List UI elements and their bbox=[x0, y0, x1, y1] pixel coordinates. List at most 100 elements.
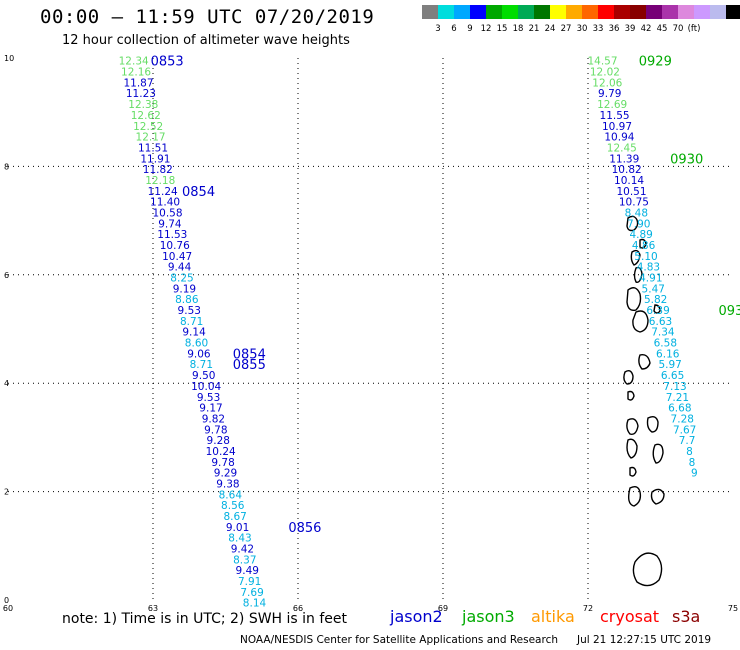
colorbar-label: 27 bbox=[561, 24, 572, 34]
wave-height-value: 11.23 bbox=[126, 88, 156, 100]
wave-height-value: 9.29 bbox=[214, 468, 237, 480]
wave-height-value: 12.45 bbox=[607, 142, 637, 154]
wave-height-value: 12.38 bbox=[128, 99, 158, 111]
wave-height-value: 9.53 bbox=[197, 392, 220, 404]
wave-height-value: 10.75 bbox=[619, 197, 649, 209]
island-outline bbox=[650, 488, 665, 505]
credit-timestamp: Jul 21 12:27:15 UTC 2019 bbox=[577, 634, 712, 646]
wave-height-value: 10.58 bbox=[152, 207, 182, 219]
colorbar-swatch bbox=[582, 5, 598, 19]
colorbar-label: 42 bbox=[641, 24, 652, 34]
wave-height-value: 10.94 bbox=[604, 132, 634, 144]
wave-height-value: 10.14 bbox=[614, 175, 644, 187]
colorbar-swatch bbox=[422, 5, 438, 19]
wave-height-value: 10.76 bbox=[160, 240, 190, 252]
island-outline bbox=[626, 215, 639, 232]
wave-height-value: 8.64 bbox=[219, 489, 243, 501]
island-outline bbox=[652, 443, 664, 464]
island-outline bbox=[630, 249, 641, 266]
island-outline bbox=[626, 438, 638, 459]
wave-height-value: 6.68 bbox=[668, 403, 691, 415]
wave-height-value: 11.51 bbox=[138, 142, 168, 154]
x-tick-label: 60 bbox=[3, 604, 13, 613]
colorbar-label: 33 bbox=[593, 24, 604, 34]
wave-height-value: 9.50 bbox=[192, 370, 215, 382]
wave-height-value: 11.40 bbox=[150, 197, 180, 209]
colorbar-swatch bbox=[662, 5, 678, 19]
y-tick-label: 6 bbox=[4, 271, 9, 280]
colorbar-label: 12 bbox=[481, 24, 492, 34]
island-outline bbox=[646, 415, 659, 433]
wave-height-value: 9.79 bbox=[598, 88, 621, 100]
wave-height-value: 9 bbox=[691, 468, 698, 480]
wave-height-value: 7.69 bbox=[240, 587, 263, 599]
island-outline bbox=[627, 485, 642, 507]
wave-height-value: 9.74 bbox=[158, 218, 182, 230]
wave-height-value: 8 bbox=[686, 446, 693, 458]
colorbar-swatch bbox=[726, 5, 740, 19]
wave-height-colorbar: 3 6 9 12 15 18 21 24 27 30 33 36 39 42 45 70 (ft) bbox=[422, 5, 740, 34]
island-outline bbox=[632, 552, 663, 587]
colorbar-label: 70 bbox=[673, 24, 684, 34]
page-title: 00:00 – 11:59 UTC 07/20/2019 bbox=[40, 6, 375, 28]
wave-height-value: 12.62 bbox=[131, 110, 161, 122]
wave-height-value: 9.78 bbox=[204, 424, 227, 436]
wave-height-value: 8.37 bbox=[233, 554, 256, 566]
wave-height-value: 8.14 bbox=[243, 598, 267, 610]
island-outline bbox=[632, 310, 649, 333]
wave-height-value: 5.82 bbox=[644, 294, 667, 306]
wave-height-value: 8.60 bbox=[185, 338, 208, 350]
colorbar-label: 21 bbox=[529, 24, 540, 34]
wave-height-value: 5.97 bbox=[658, 359, 681, 371]
colorbar-swatch bbox=[470, 5, 486, 19]
wave-height-value: 9.19 bbox=[173, 283, 196, 295]
wave-height-value: 14.57 bbox=[587, 56, 617, 68]
island-outline bbox=[627, 390, 635, 401]
wave-height-value: 9.38 bbox=[216, 478, 239, 490]
wave-height-value: 7.28 bbox=[671, 413, 694, 425]
colorbar-swatch bbox=[566, 5, 582, 19]
notes-text: note: 1) Time is in UTC; 2) SWH is in fe… bbox=[62, 611, 348, 627]
wave-height-value: 4.91 bbox=[639, 273, 662, 285]
wave-height-value: 10.51 bbox=[616, 186, 646, 198]
wave-height-value: 6.63 bbox=[649, 316, 672, 328]
wave-height-value: 12.34 bbox=[119, 56, 149, 68]
x-tick-label: 72 bbox=[583, 604, 593, 613]
pass-time-label: 0856 bbox=[288, 521, 321, 536]
wave-height-value: 11.82 bbox=[143, 164, 173, 176]
island-outline bbox=[653, 304, 661, 314]
wave-height-value: 9.42 bbox=[231, 544, 254, 556]
wave-height-value: 8 bbox=[689, 457, 696, 469]
wave-height-value: 12.18 bbox=[145, 175, 175, 187]
wave-height-value: 7.34 bbox=[651, 327, 675, 339]
page-subtitle: 12 hour collection of altimeter wave hei… bbox=[62, 33, 350, 48]
colorbar-label: (ft) bbox=[688, 24, 701, 34]
wave-height-value: 7.13 bbox=[663, 381, 686, 393]
colorbar-swatch bbox=[694, 5, 710, 19]
colorbar-label: 36 bbox=[609, 24, 620, 34]
wave-height-value: 5.47 bbox=[642, 283, 665, 295]
y-tick-label: 10 bbox=[4, 54, 14, 63]
wave-height-value: 9.44 bbox=[168, 262, 192, 274]
wave-height-value: 12.69 bbox=[597, 99, 627, 111]
island-outline bbox=[623, 369, 634, 385]
y-tick-label: 8 bbox=[4, 162, 9, 171]
colorbar-label: 45 bbox=[657, 24, 668, 34]
colorbar-label: 9 bbox=[467, 24, 472, 34]
wave-height-value: 11.91 bbox=[140, 153, 170, 165]
wave-height-value: 8.25 bbox=[170, 273, 193, 285]
wave-height-value: 4.89 bbox=[629, 229, 652, 241]
wave-height-value: 9.49 bbox=[236, 565, 259, 577]
x-tick-label: 69 bbox=[438, 604, 448, 613]
island-outline bbox=[626, 418, 639, 436]
wave-height-value: 11.87 bbox=[123, 77, 153, 89]
wave-height-value: 8.43 bbox=[228, 533, 251, 545]
y-tick-label: 0 bbox=[4, 596, 9, 605]
pass-time-label: 0929 bbox=[639, 55, 672, 70]
wave-height-value: 4.83 bbox=[637, 262, 660, 274]
colorbar-label: 30 bbox=[577, 24, 588, 34]
wave-height-value: 7.21 bbox=[666, 392, 689, 404]
colorbar-swatch bbox=[710, 5, 726, 19]
wave-height-value: 10.04 bbox=[191, 381, 221, 393]
